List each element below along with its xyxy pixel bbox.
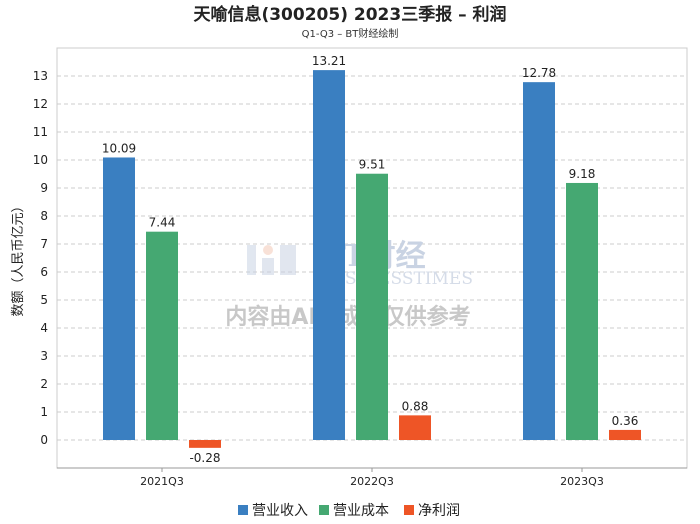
- data-label: 7.44: [149, 216, 176, 230]
- y-axis-label: 数额（人民币亿元）: [11, 199, 26, 316]
- y-tick-label: 9: [40, 181, 48, 195]
- x-tick-label: 2021Q3: [140, 475, 184, 488]
- chart-subtitle: Q1-Q3 – BT财经绘制: [302, 27, 399, 40]
- bars: [103, 70, 641, 448]
- watermark-notice: 内容由AI生成，仅供参考: [225, 304, 470, 330]
- bar: [189, 440, 221, 448]
- legend-label: 营业收入: [252, 503, 308, 519]
- bar: [523, 82, 555, 440]
- y-tick-label: 13: [33, 69, 48, 83]
- y-tick-label: 6: [40, 265, 48, 279]
- watermark-logo-icon: [247, 245, 296, 275]
- bar: [609, 429, 641, 440]
- bar: [566, 182, 598, 440]
- y-tick-label: 11: [33, 125, 48, 139]
- chart-title: 天喻信息(300205) 2023三季报 – 利润: [193, 4, 506, 25]
- data-label: 0.36: [612, 414, 639, 428]
- legend: 营业收入 营业成本 净利润: [238, 503, 460, 519]
- data-labels: 10.09 7.44 -0.28 13.21 9.51 0.88 12.78 9.18 0.36: [102, 54, 639, 465]
- y-tick-label: 10: [33, 153, 48, 167]
- x-tick-label: 2022Q3: [350, 475, 394, 488]
- y-tick-label: 1: [40, 405, 48, 419]
- data-label: 12.78: [522, 66, 556, 80]
- data-label: -0.28: [189, 451, 220, 465]
- bar: [103, 157, 135, 441]
- legend-label: 营业成本: [333, 503, 389, 519]
- y-tick-label: 3: [40, 349, 48, 363]
- data-label: 9.18: [569, 167, 596, 181]
- bar: [356, 173, 388, 440]
- data-label: 9.51: [359, 158, 386, 172]
- y-tick-label: 4: [40, 321, 48, 335]
- y-tick-label: 8: [40, 209, 48, 223]
- data-label: 10.09: [102, 141, 136, 155]
- bar: [313, 70, 345, 441]
- bar: [399, 415, 431, 440]
- y-tick-label: 7: [40, 237, 48, 251]
- legend-swatch: [319, 505, 329, 515]
- bar: [146, 231, 178, 440]
- legend-label: 净利润: [418, 503, 460, 519]
- data-label: 0.88: [402, 399, 429, 413]
- data-label: 13.21: [312, 54, 346, 68]
- y-tick-label: 12: [33, 97, 48, 111]
- legend-swatch: [404, 505, 414, 515]
- y-tick-label: 0: [40, 433, 48, 447]
- y-tick-label: 2: [40, 377, 48, 391]
- y-tick-label: 5: [40, 293, 48, 307]
- x-axis: 2021Q3 2022Q3 2023Q3: [140, 468, 604, 488]
- x-tick-label: 2023Q3: [560, 475, 604, 488]
- legend-swatch: [238, 505, 248, 515]
